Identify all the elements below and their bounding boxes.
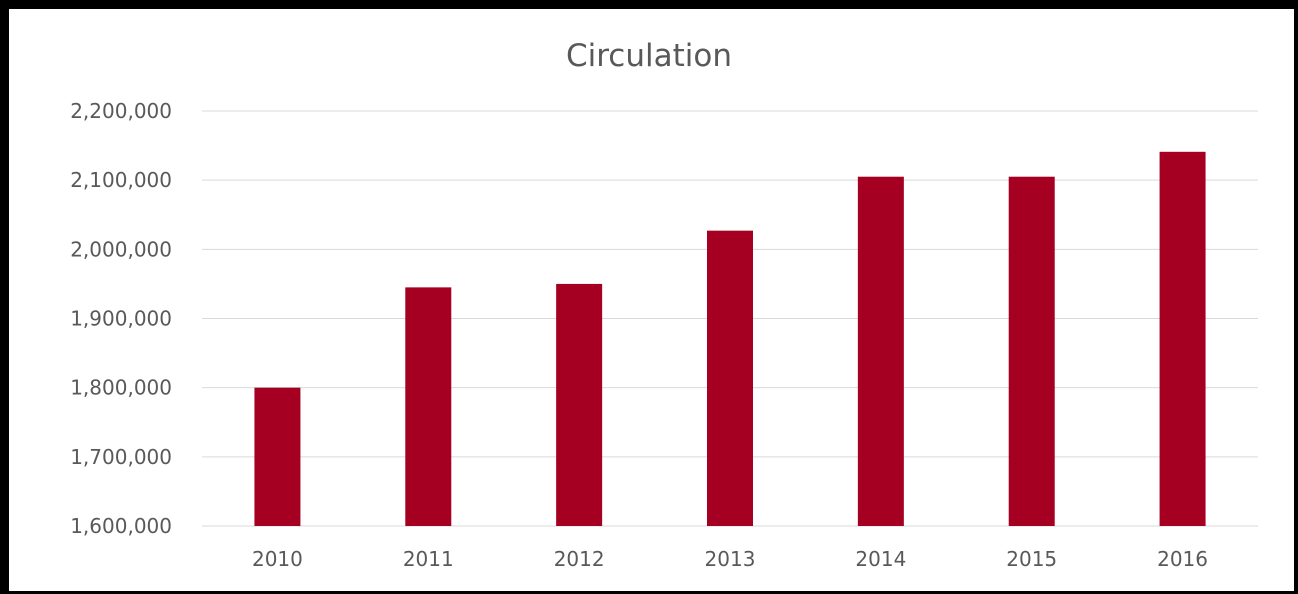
x-tick-label: 2015 [1006, 547, 1057, 571]
x-tick-label: 2012 [554, 547, 605, 571]
x-tick-label: 2010 [252, 547, 303, 571]
x-tick-label: 2014 [855, 547, 906, 571]
bar-2010 [254, 387, 301, 526]
y-tick-label: 1,900,000 [70, 307, 172, 331]
x-tick-label: 2011 [403, 547, 454, 571]
y-tick-label: 1,700,000 [70, 445, 172, 469]
bar-2015 [1008, 176, 1055, 527]
x-tick-label: 2013 [705, 547, 756, 571]
y-tick-label: 1,600,000 [70, 514, 172, 538]
y-tick-label: 2,100,000 [70, 168, 172, 192]
x-axis-ticks: 2010 2011 2012 2013 2014 2015 2016 [252, 547, 1208, 571]
y-tick-label: 1,800,000 [70, 376, 172, 400]
chart-title: Circulation [565, 38, 732, 74]
bar-2016 [1159, 151, 1206, 526]
bar-2012 [556, 283, 603, 526]
bar-2011 [405, 287, 452, 526]
y-tick-label: 2,200,000 [70, 99, 172, 123]
y-tick-label: 2,000,000 [70, 237, 172, 261]
y-axis-ticks: 1,600,000 1,700,000 1,800,000 1,900,000 2,00… [70, 99, 172, 538]
bars [254, 151, 1206, 527]
bar-2014 [857, 176, 904, 527]
bar-2013 [707, 230, 753, 527]
x-tick-label: 2016 [1157, 547, 1208, 571]
